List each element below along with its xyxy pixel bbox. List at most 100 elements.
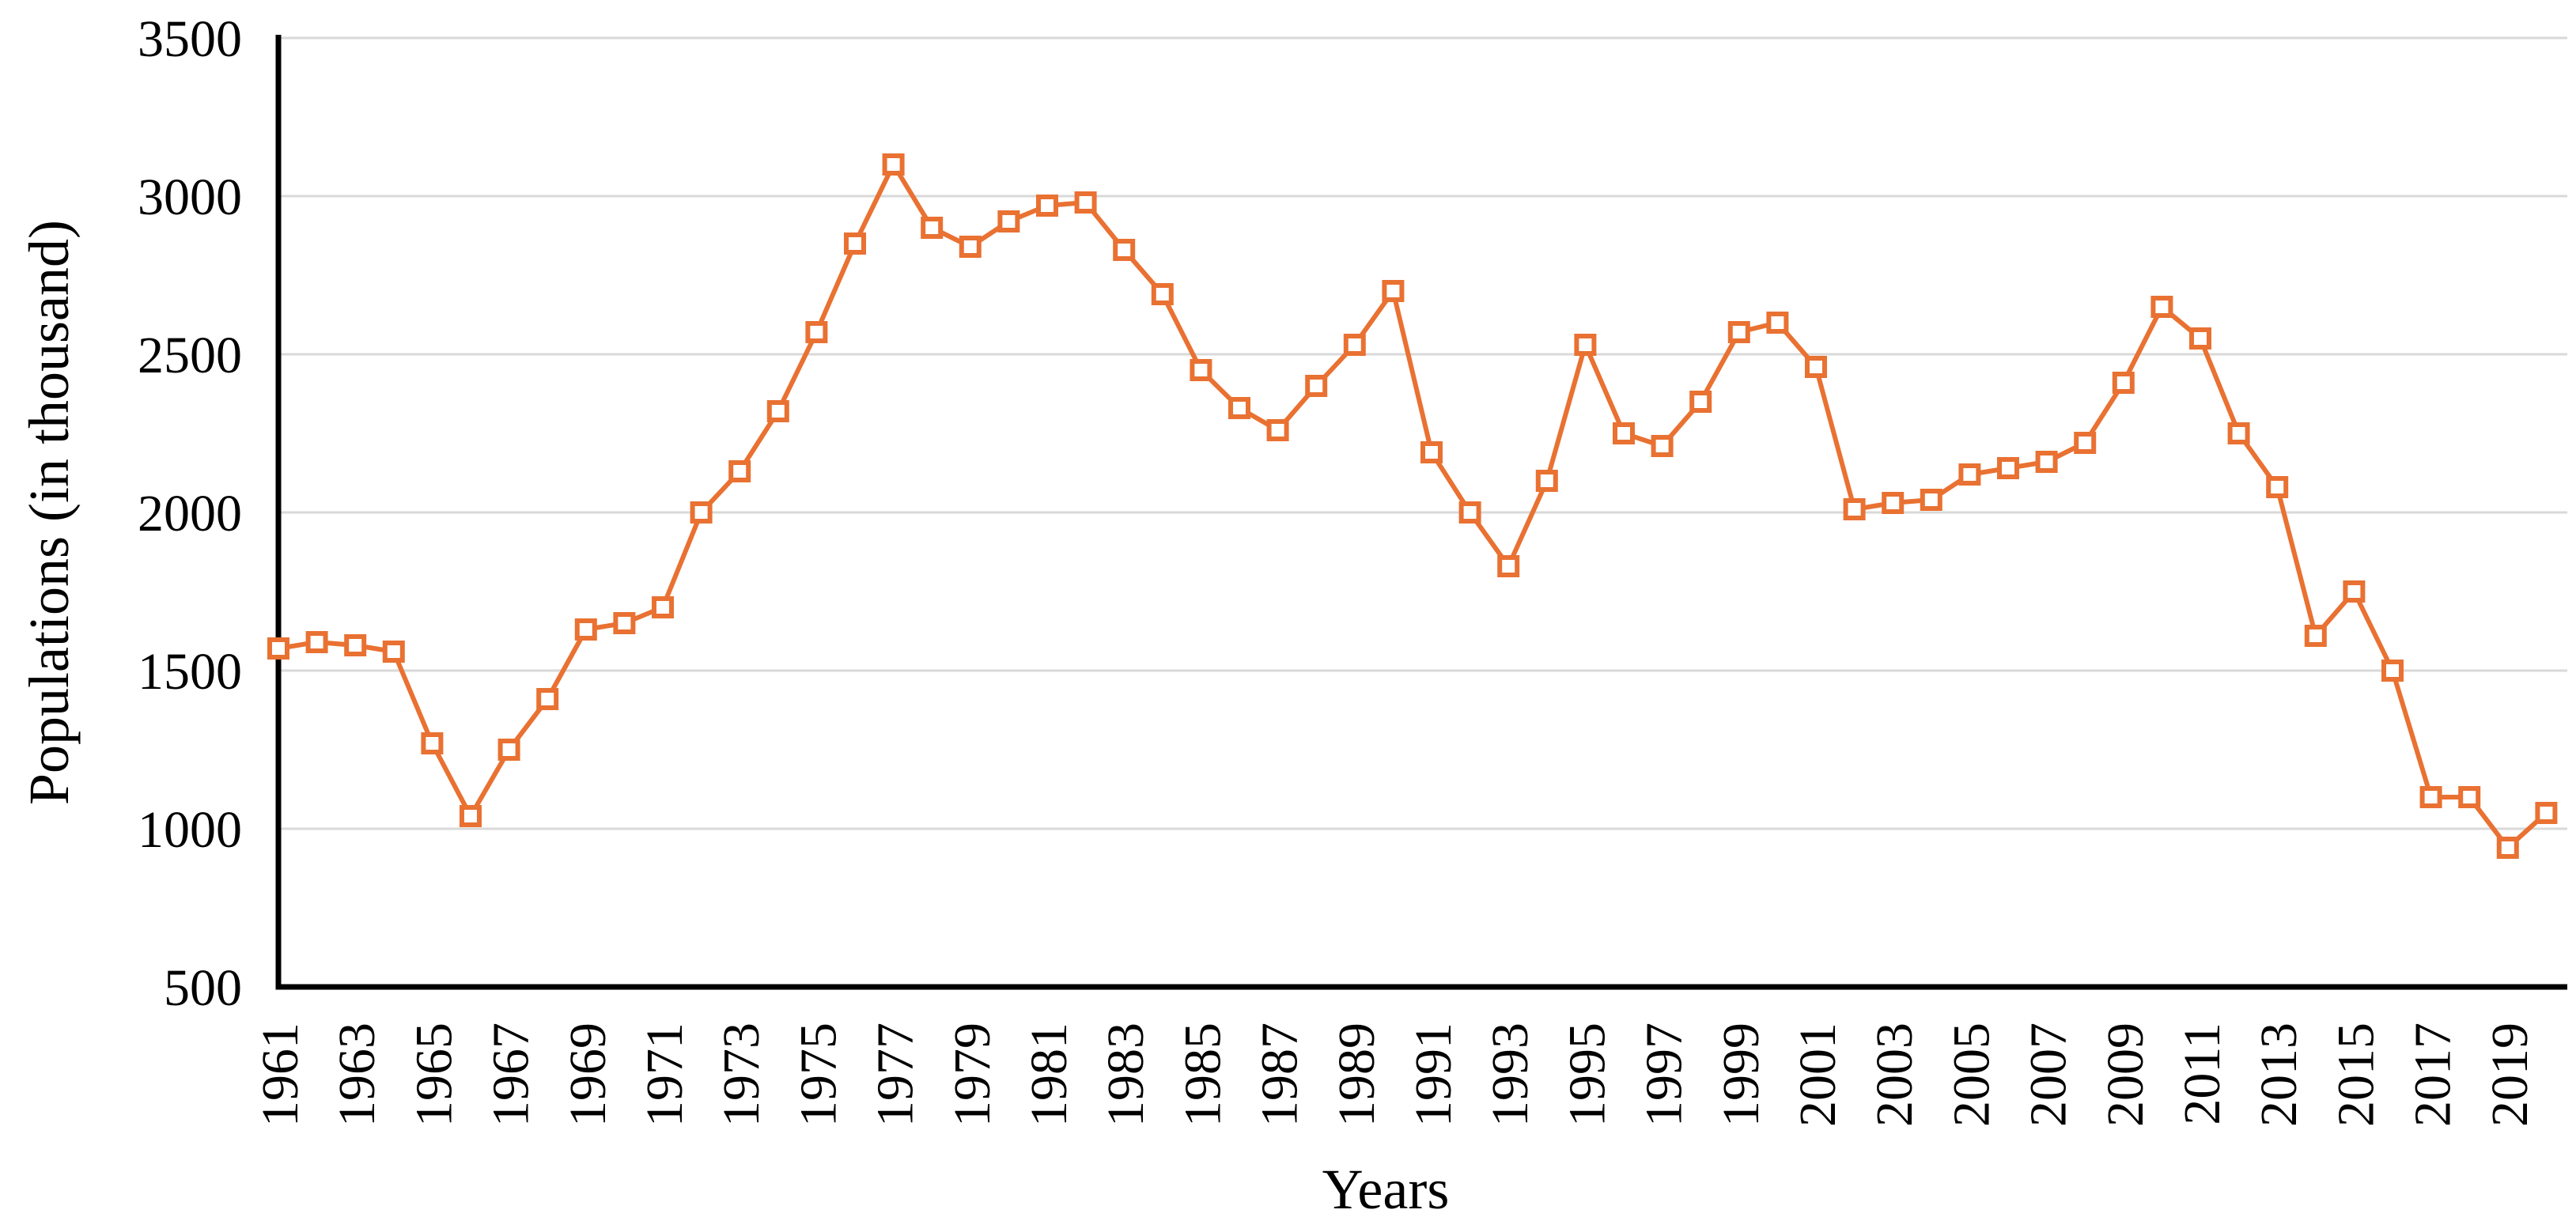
data-point-2017 (2419, 786, 2442, 808)
x-tick-label-2011: 2011 (2173, 1023, 2231, 1125)
x-tick-label-1967: 1967 (482, 1023, 540, 1127)
x-tick-label-1979: 1979 (944, 1023, 1001, 1127)
x-tick-label-2013: 2013 (2250, 1023, 2308, 1127)
data-point-1999 (1727, 321, 1750, 343)
data-point-2020 (2535, 802, 2558, 824)
x-tick-label-1963: 1963 (328, 1023, 386, 1127)
x-tick-label-1973: 1973 (713, 1023, 770, 1127)
x-tick-label-1983: 1983 (1097, 1023, 1155, 1127)
data-point-1968 (536, 688, 559, 710)
x-tick-label-2005: 2005 (1942, 1023, 2000, 1127)
data-point-1972 (690, 501, 713, 524)
data-point-2001 (1805, 356, 1827, 378)
data-point-2010 (2150, 296, 2173, 318)
data-point-1980 (997, 210, 1020, 232)
y-tick-label-1000: 1000 (138, 801, 242, 859)
data-point-2016 (2381, 660, 2404, 682)
x-tick-label-1975: 1975 (789, 1023, 847, 1127)
y-tick-label-3500: 3500 (138, 10, 242, 68)
y-tick-labels: 500 1000 1500 2000 2500 3000 3500 (138, 10, 242, 1017)
x-tick-label-2017: 2017 (2404, 1023, 2462, 1127)
data-point-1969 (574, 618, 597, 641)
x-tick-label-1987: 1987 (1251, 1023, 1309, 1127)
data-point-1964 (382, 641, 405, 663)
data-point-2015 (2343, 580, 2366, 603)
x-tick-label-1995: 1995 (1558, 1023, 1616, 1127)
data-point-1983 (1113, 239, 1136, 261)
x-tick-label-1961: 1961 (252, 1023, 309, 1127)
data-point-1976 (844, 232, 866, 255)
data-point-1985 (1190, 359, 1212, 381)
data-point-1995 (1574, 334, 1597, 356)
x-tick-label-2003: 2003 (1866, 1023, 1923, 1127)
x-tick-label-2009: 2009 (2097, 1023, 2154, 1127)
data-point-1986 (1228, 397, 1250, 419)
x-tick-label-2019: 2019 (2481, 1023, 2539, 1127)
data-point-1967 (497, 739, 520, 761)
data-point-1979 (959, 236, 982, 258)
x-tick-label-1971: 1971 (636, 1023, 694, 1127)
x-tick-label-1977: 1977 (867, 1023, 925, 1127)
data-point-1970 (613, 612, 636, 634)
y-tick-label-2500: 2500 (138, 327, 242, 384)
x-tick-label-2007: 2007 (2020, 1023, 2078, 1127)
data-point-1987 (1266, 419, 1289, 441)
data-point-1997 (1651, 435, 1674, 457)
data-point-2011 (2189, 327, 2211, 350)
series-markers (267, 153, 2558, 859)
data-point-1990 (1382, 280, 1405, 302)
y-axis-title: Populations (in thousand) (17, 220, 81, 805)
axes (275, 35, 2567, 990)
data-point-1963 (344, 634, 367, 656)
x-tick-label-1981: 1981 (1020, 1023, 1078, 1127)
x-tick-label-1999: 1999 (1712, 1023, 1770, 1127)
data-point-1984 (1151, 283, 1174, 305)
data-point-1992 (1458, 501, 1481, 524)
data-point-1975 (805, 321, 828, 343)
data-point-1996 (1613, 422, 1635, 444)
x-tick-label-1965: 1965 (405, 1023, 463, 1127)
data-point-1965 (421, 732, 444, 754)
data-point-1974 (766, 400, 789, 422)
data-point-2008 (2074, 432, 2097, 454)
x-tick-label-1997: 1997 (1636, 1023, 1693, 1127)
data-point-1998 (1689, 391, 1712, 413)
data-point-1991 (1420, 441, 1443, 463)
data-point-1973 (728, 460, 751, 482)
data-point-2014 (2304, 625, 2327, 647)
data-point-2013 (2266, 476, 2289, 498)
data-point-1982 (1074, 191, 1097, 214)
x-tick-label-1991: 1991 (1405, 1023, 1462, 1127)
data-point-2005 (1958, 463, 1981, 486)
data-point-2012 (2227, 422, 2250, 444)
data-point-1988 (1305, 375, 1328, 397)
data-point-1994 (1535, 470, 1558, 492)
x-tick-label-1969: 1969 (559, 1023, 617, 1127)
data-point-2006 (1997, 457, 2019, 479)
series-lines (276, 162, 2549, 850)
x-tick-label-1993: 1993 (1481, 1023, 1539, 1127)
x-tick-label-1985: 1985 (1174, 1023, 1231, 1127)
data-point-1966 (460, 805, 482, 827)
data-point-2007 (2035, 451, 2058, 473)
y-tick-label-3000: 3000 (138, 168, 242, 226)
data-point-1989 (1343, 334, 1366, 356)
data-point-2000 (1766, 312, 1789, 334)
data-point-1981 (1036, 195, 1058, 217)
data-point-2004 (1920, 489, 1942, 511)
data-point-1962 (305, 631, 328, 653)
data-point-1993 (1497, 555, 1520, 577)
x-tick-label-2015: 2015 (2327, 1023, 2385, 1127)
gridlines (278, 36, 2567, 830)
data-point-1977 (882, 153, 905, 176)
population-series-line (276, 162, 2549, 850)
data-point-2018 (2458, 786, 2481, 808)
y-tick-label-500: 500 (164, 959, 242, 1017)
data-point-2003 (1882, 492, 1905, 514)
x-axis-title: Years (1322, 1158, 1450, 1221)
data-point-1978 (921, 217, 944, 239)
x-tick-label-2001: 2001 (1789, 1023, 1847, 1127)
data-point-2009 (2112, 372, 2135, 394)
